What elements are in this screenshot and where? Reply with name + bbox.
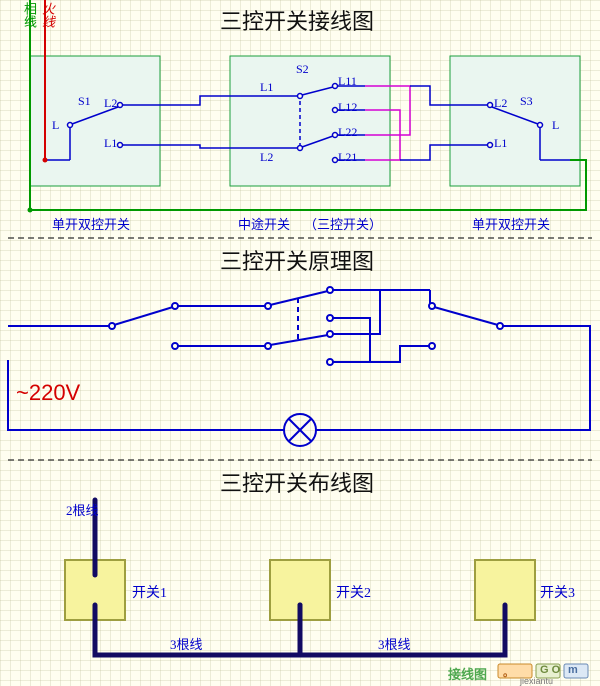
title-layout: 三控开关布线图 xyxy=(220,466,374,498)
title-principle: 三控开关原理图 xyxy=(220,244,374,276)
p1-caption: 单开双控开关 xyxy=(52,214,130,233)
title-wiring: 三控开关接线图 xyxy=(220,4,374,36)
p3-S: S3 xyxy=(520,94,533,109)
p2-caption-b: （三控开关） xyxy=(304,214,382,233)
p1-L: L xyxy=(52,118,59,133)
watermark-dot-2: G O xyxy=(540,664,560,676)
layout-sw1: 开关1 xyxy=(132,582,167,602)
p3-caption: 单开双控开关 xyxy=(472,214,550,233)
p2-L1: L1 xyxy=(260,80,273,95)
watermark-dot-1: 。 xyxy=(503,664,514,680)
p3-L1: L1 xyxy=(494,136,507,151)
layout-3wires-b: 3根线 xyxy=(378,634,411,653)
layout-sw2: 开关2 xyxy=(336,582,371,602)
p1-L2: L2 xyxy=(104,96,117,111)
p2-L21: L21 xyxy=(338,150,357,165)
p3-L2: L2 xyxy=(494,96,507,111)
watermark-dot-3: m xyxy=(568,664,578,676)
watermark-pinyin: jiexiantu xyxy=(520,676,553,686)
p2-S: S2 xyxy=(296,62,309,77)
watermark-cn: 接线图 xyxy=(448,664,487,683)
p1-S: S1 xyxy=(78,94,91,109)
p2-L11: L11 xyxy=(338,74,357,89)
p1-L1: L1 xyxy=(104,136,117,151)
layout-3wires-a: 3根线 xyxy=(170,634,203,653)
layout-sw3: 开关3 xyxy=(540,582,575,602)
p2-L12: L12 xyxy=(338,100,357,115)
layout-2wires: 2根线 xyxy=(66,500,99,519)
p2-L2: L2 xyxy=(260,150,273,165)
label-huoxian: 火线 xyxy=(38,2,57,28)
p3-L: L xyxy=(552,118,559,133)
p2-L22: L22 xyxy=(338,125,357,140)
label-xiangxian: 相线 xyxy=(20,2,39,28)
voltage-label: ~220V xyxy=(16,380,80,406)
p2-caption-a: 中途开关 xyxy=(238,214,290,233)
